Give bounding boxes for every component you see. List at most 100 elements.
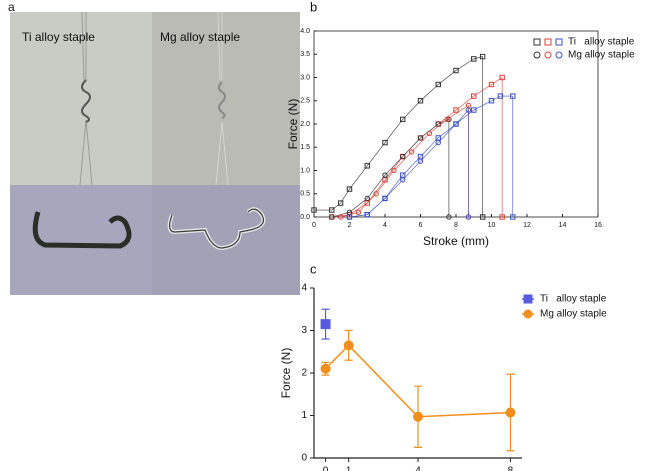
marker (400, 153, 406, 160)
marker (329, 214, 335, 220)
y-tick-label: 0.5 (300, 191, 310, 198)
y-tick-label: 3.0 (300, 74, 310, 81)
curve (340, 104, 469, 218)
x-tick-label: 1 (346, 466, 352, 471)
x-tick-label: 4 (383, 222, 387, 229)
legend-label: Ti alloy staple (540, 294, 607, 305)
marker (343, 340, 354, 351)
marker (400, 116, 406, 123)
legend-marker (523, 294, 533, 304)
marker (453, 121, 459, 127)
marker (499, 214, 505, 220)
legend-marker (523, 309, 533, 319)
marker (391, 167, 397, 174)
marker (510, 93, 516, 99)
panel-label: b (310, 0, 317, 14)
photo-label: Ti alloy staple (22, 30, 95, 44)
marker (373, 191, 379, 197)
photo (152, 185, 300, 295)
x-tick-label: 2 (348, 222, 352, 229)
curve (349, 109, 469, 218)
marker (400, 177, 406, 183)
marker (471, 107, 477, 113)
marker (337, 214, 344, 220)
marker (435, 81, 441, 88)
curve (314, 56, 483, 217)
photo (10, 12, 152, 185)
legend-marker (544, 51, 552, 59)
x-tick-label: 12 (523, 222, 531, 229)
marker (471, 93, 477, 99)
marker (417, 158, 424, 164)
marker (465, 214, 472, 220)
photo-label: Mg alloy staple (160, 30, 240, 44)
legend-marker (555, 51, 563, 59)
y-tick-label: 0 (301, 453, 307, 464)
marker (471, 56, 477, 62)
panel-label: c (310, 261, 317, 276)
x-tick-label: 16 (594, 222, 602, 229)
wire (215, 11, 229, 186)
marker (417, 98, 424, 104)
marker (505, 407, 516, 418)
marker (346, 186, 353, 192)
marker (355, 209, 362, 216)
marker (465, 107, 472, 113)
y-axis-title: Force (N) (279, 348, 293, 399)
marker (426, 130, 433, 137)
line (325, 344, 511, 418)
wire (79, 11, 93, 186)
staple (81, 79, 91, 123)
staple (32, 211, 132, 249)
marker (510, 214, 516, 220)
x-tick-label: 10 (488, 222, 496, 229)
legend-label: Ti alloy staple (568, 37, 635, 48)
x-axis-title: Stroke (mm) (423, 234, 489, 248)
x-tick-label: 0 (312, 222, 316, 229)
marker (382, 195, 388, 202)
staple-edge (169, 208, 265, 249)
marker (453, 107, 459, 113)
y-tick-label: 1.0 (300, 167, 310, 174)
marker (382, 139, 388, 146)
y-tick-label: 3 (301, 325, 307, 336)
marker (444, 116, 450, 123)
y-tick-label: 1 (301, 410, 307, 421)
marker (346, 214, 353, 220)
marker (488, 98, 495, 104)
marker (320, 319, 331, 330)
legend-marker (544, 38, 552, 46)
marker (453, 67, 459, 74)
marker (497, 93, 504, 99)
x-tick-label: 6 (419, 222, 423, 229)
legend-label: Mg alloy staple (568, 50, 635, 61)
marker (311, 207, 317, 213)
curve (331, 76, 503, 218)
panel-label: a (8, 0, 15, 14)
marker (408, 149, 415, 155)
marker (435, 139, 441, 146)
y-axis-title: Force (N) (286, 99, 300, 150)
y-tick-label: 3.5 (300, 51, 310, 58)
x-tick-label: 8 (508, 466, 514, 471)
y-tick-label: 2 (301, 368, 307, 379)
x-tick-label: 4 (415, 466, 421, 471)
y-tick-label: 4.0 (300, 28, 310, 35)
x-tick-label: 8 (454, 222, 458, 229)
marker (479, 53, 486, 60)
marker (337, 200, 344, 206)
y-tick-label: 1.5 (300, 144, 310, 151)
marker (479, 214, 486, 220)
legend-label: Mg alloy staple (540, 309, 607, 320)
photo (10, 185, 152, 295)
photo-panel: Ti alloy staple Mg alloy staple (10, 11, 300, 295)
y-tick-label: 4 (301, 283, 307, 294)
marker (446, 214, 452, 220)
legend-marker (533, 38, 541, 46)
marker (364, 163, 370, 169)
marker (382, 172, 388, 178)
legend-marker (533, 51, 541, 59)
marker (413, 411, 423, 422)
marker (329, 207, 335, 213)
